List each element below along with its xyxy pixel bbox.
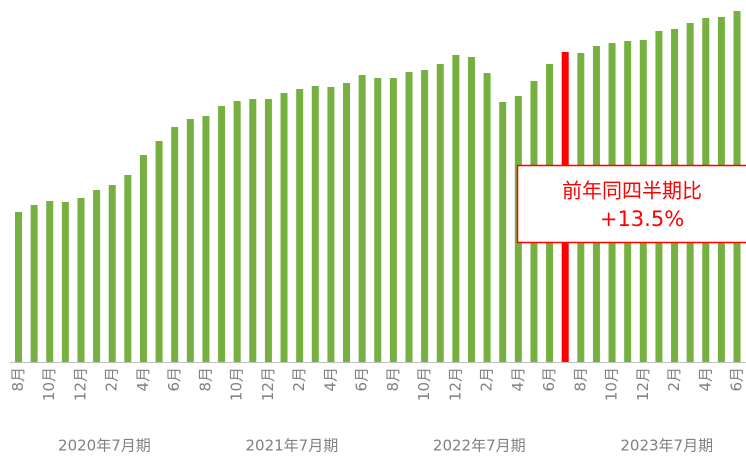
group-label: 2023年7月期 [620, 437, 713, 455]
bar [359, 75, 366, 362]
bar [406, 72, 413, 362]
bar [312, 86, 319, 362]
x-tick-label: 12月 [259, 367, 277, 401]
bar [46, 201, 53, 362]
group-label: 2022年7月期 [433, 437, 526, 455]
annotation: 前年同四半期比 +13.5% [518, 166, 746, 243]
x-tick-label: 6月 [728, 367, 746, 392]
x-tick-label: 2月 [665, 367, 683, 392]
x-tick-label: 10月 [40, 367, 58, 401]
bar [109, 185, 116, 362]
bar [437, 64, 444, 362]
x-tick-label: 12月 [446, 367, 464, 401]
group-label: 2021年7月期 [245, 437, 338, 455]
bar [281, 93, 288, 362]
x-tick-label: 6月 [540, 367, 558, 392]
bar [124, 175, 131, 362]
annotation-line1: 前年同四半期比 [562, 179, 702, 203]
x-tick-label: 2月 [478, 367, 496, 392]
bar [156, 141, 163, 362]
x-tick-label: 8月 [571, 367, 589, 392]
x-tick-label: 2月 [290, 367, 308, 392]
x-tick-label: 12月 [634, 367, 652, 401]
bar [343, 83, 350, 362]
x-tick-label: 2月 [103, 367, 121, 392]
bar [327, 87, 334, 362]
x-tick-label: 10月 [603, 367, 621, 401]
x-tick-label: 8月 [9, 367, 27, 392]
x-tick-label: 4月 [321, 367, 339, 392]
x-tick-label: 4月 [509, 367, 527, 392]
bar [265, 99, 272, 362]
x-tick-label: 10月 [415, 367, 433, 401]
bar [62, 202, 69, 362]
bar [468, 57, 475, 362]
x-tick-label: 8月 [384, 367, 402, 392]
bar [140, 155, 147, 362]
bar [218, 106, 225, 362]
bar [296, 89, 303, 362]
x-tick-label: 4月 [696, 367, 714, 392]
bar [484, 73, 491, 362]
bar [374, 78, 381, 362]
bar [452, 55, 459, 362]
bar [499, 102, 506, 362]
bar [390, 78, 397, 362]
bar [187, 119, 194, 362]
bar [31, 205, 38, 362]
x-tick-label: 6月 [165, 367, 183, 392]
x-tick-label: 6月 [353, 367, 371, 392]
bar [234, 101, 241, 362]
x-tick-label: 4月 [134, 367, 152, 392]
bar [171, 127, 178, 362]
group-label: 2020年7月期 [58, 437, 151, 455]
bar [202, 116, 209, 362]
bar [249, 99, 256, 362]
bar [421, 70, 428, 362]
bar [93, 190, 100, 362]
x-tick-label: 8月 [196, 367, 214, 392]
annotation-line2: +13.5% [600, 207, 684, 231]
bar [15, 212, 22, 362]
x-tick-label: 10月 [228, 367, 246, 401]
bar [77, 198, 84, 362]
x-tick-label: 12月 [71, 367, 89, 401]
